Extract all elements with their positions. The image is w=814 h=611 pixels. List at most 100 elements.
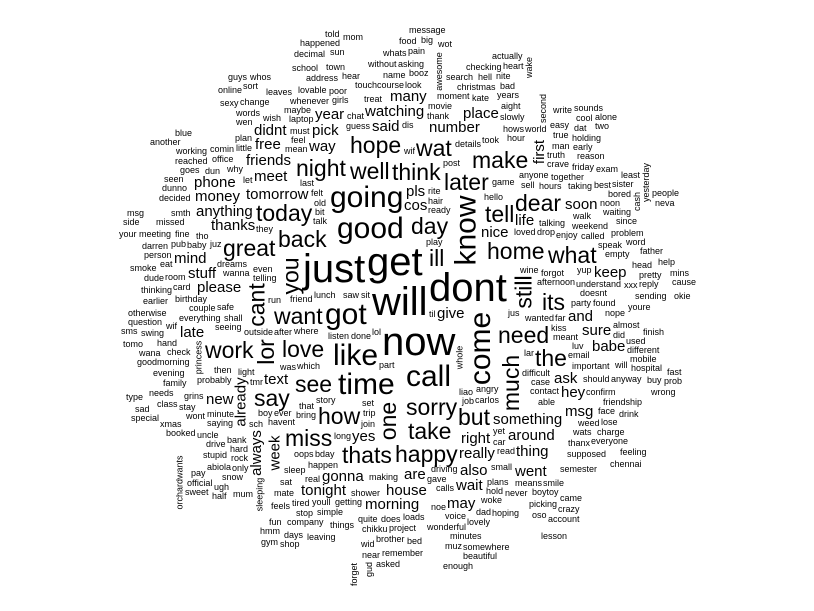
cloud-word: sister bbox=[612, 179, 634, 189]
cloud-word: goes bbox=[180, 165, 200, 175]
cloud-word: what bbox=[548, 242, 597, 268]
cloud-word: post bbox=[443, 158, 461, 168]
cloud-word: you bbox=[277, 257, 304, 295]
cloud-word: mind bbox=[174, 250, 207, 267]
cloud-word: lovely bbox=[467, 517, 491, 527]
cloud-word: person bbox=[144, 250, 172, 260]
cloud-word: type bbox=[126, 392, 144, 402]
cloud-word: prob bbox=[664, 376, 683, 386]
cloud-word: change bbox=[240, 97, 270, 107]
cloud-word: charge bbox=[597, 427, 625, 437]
cloud-word: sun bbox=[330, 47, 345, 57]
cloud-word: decided bbox=[159, 193, 191, 203]
cloud-word: cos bbox=[404, 197, 428, 214]
cloud-word: oso bbox=[532, 510, 547, 520]
cloud-word: head bbox=[632, 260, 653, 270]
cloud-word: sure bbox=[582, 322, 612, 339]
cloud-word: baby bbox=[187, 240, 207, 250]
cloud-word: kate bbox=[472, 93, 490, 103]
cloud-word: stay bbox=[179, 402, 196, 412]
cloud-word: simple bbox=[317, 507, 344, 517]
cloud-word: night bbox=[296, 155, 346, 181]
cloud-word: school bbox=[292, 63, 319, 73]
cloud-word: hours bbox=[539, 181, 562, 191]
cloud-word: life bbox=[515, 212, 535, 229]
cloud-word: brother bbox=[376, 534, 405, 544]
cloud-word: see bbox=[295, 371, 333, 397]
cloud-word: mum bbox=[233, 489, 253, 499]
cloud-word: wonderful bbox=[427, 522, 467, 532]
cloud-word: number bbox=[429, 119, 480, 136]
cloud-word: wanted bbox=[525, 313, 555, 323]
cloud-word: treat bbox=[364, 94, 383, 104]
cloud-word: back bbox=[278, 226, 327, 252]
cloud-word: two bbox=[595, 121, 610, 131]
cloud-word: sexy bbox=[220, 98, 239, 108]
cloud-word: join bbox=[361, 419, 376, 429]
cloud-word: check bbox=[167, 347, 191, 357]
cloud-word: boy bbox=[258, 408, 273, 418]
cloud-word: hard bbox=[230, 444, 249, 454]
cloud-word: part bbox=[379, 360, 395, 370]
cloud-word: place bbox=[463, 105, 499, 122]
cloud-word: new bbox=[206, 391, 234, 408]
cloud-word: already bbox=[232, 377, 250, 427]
cloud-word: gym bbox=[261, 537, 279, 547]
cloud-word: around bbox=[508, 427, 555, 444]
cloud-word: last bbox=[300, 178, 315, 188]
cloud-word: pretty bbox=[639, 270, 662, 280]
cloud-word: plan bbox=[235, 133, 253, 143]
cloud-word: okie bbox=[674, 291, 691, 301]
cloud-word: dis bbox=[402, 120, 414, 130]
cloud-word: decimal bbox=[294, 49, 326, 59]
cloud-word: jus bbox=[508, 308, 520, 318]
cloud-word: maybe bbox=[284, 105, 312, 115]
cloud-word: boytoy bbox=[532, 487, 559, 497]
cloud-word: the bbox=[535, 345, 567, 371]
cloud-word: guys bbox=[228, 72, 248, 82]
cloud-word: good bbox=[337, 212, 404, 245]
cloud-word: yesterday bbox=[640, 162, 651, 202]
cloud-word: first bbox=[530, 139, 548, 164]
cloud-word: holding bbox=[572, 133, 602, 143]
cloud-word: gave bbox=[427, 474, 447, 484]
cloud-word: movie bbox=[428, 101, 453, 111]
cloud-word: grins bbox=[184, 391, 204, 401]
cloud-word: lar bbox=[524, 348, 535, 358]
cloud-word: thanx bbox=[568, 438, 591, 448]
cloud-word: afternoon bbox=[537, 277, 576, 287]
cloud-word: may bbox=[447, 495, 476, 512]
cloud-word: week bbox=[266, 435, 284, 471]
cloud-word: difficult bbox=[522, 368, 550, 378]
cloud-word: wat bbox=[416, 135, 452, 161]
cloud-word: thanks bbox=[211, 217, 256, 234]
cloud-word: taking bbox=[568, 181, 593, 191]
cloud-word: later bbox=[444, 169, 489, 195]
cloud-word: friends bbox=[246, 152, 292, 169]
cloud-word: buy bbox=[647, 375, 662, 385]
cloud-word: alone bbox=[595, 112, 618, 122]
cloud-word: happy bbox=[395, 441, 458, 467]
cloud-word: also bbox=[460, 462, 488, 479]
cloud-word: since bbox=[616, 216, 638, 226]
cloud-word: luv bbox=[572, 341, 584, 351]
cloud-word: needs bbox=[149, 388, 174, 398]
cloud-word: awesome bbox=[433, 51, 444, 91]
cloud-word: means bbox=[515, 478, 543, 488]
cloud-word: class bbox=[157, 399, 178, 409]
cloud-word: small bbox=[491, 462, 513, 472]
cloud-word: seen bbox=[164, 174, 184, 184]
cloud-word: reply bbox=[639, 279, 659, 289]
cloud-word: came bbox=[560, 493, 583, 503]
cloud-word: youll bbox=[312, 497, 331, 507]
cloud-word: gonna bbox=[322, 468, 364, 485]
cloud-word: bit bbox=[315, 207, 325, 217]
cloud-word: take bbox=[408, 418, 452, 444]
cloud-word: cool bbox=[576, 113, 593, 123]
cloud-word: way bbox=[309, 138, 336, 155]
cloud-word: sort bbox=[243, 81, 259, 91]
cloud-word: seeing bbox=[215, 322, 242, 332]
cloud-word: sell bbox=[521, 180, 535, 190]
cloud-word: home bbox=[487, 238, 545, 264]
